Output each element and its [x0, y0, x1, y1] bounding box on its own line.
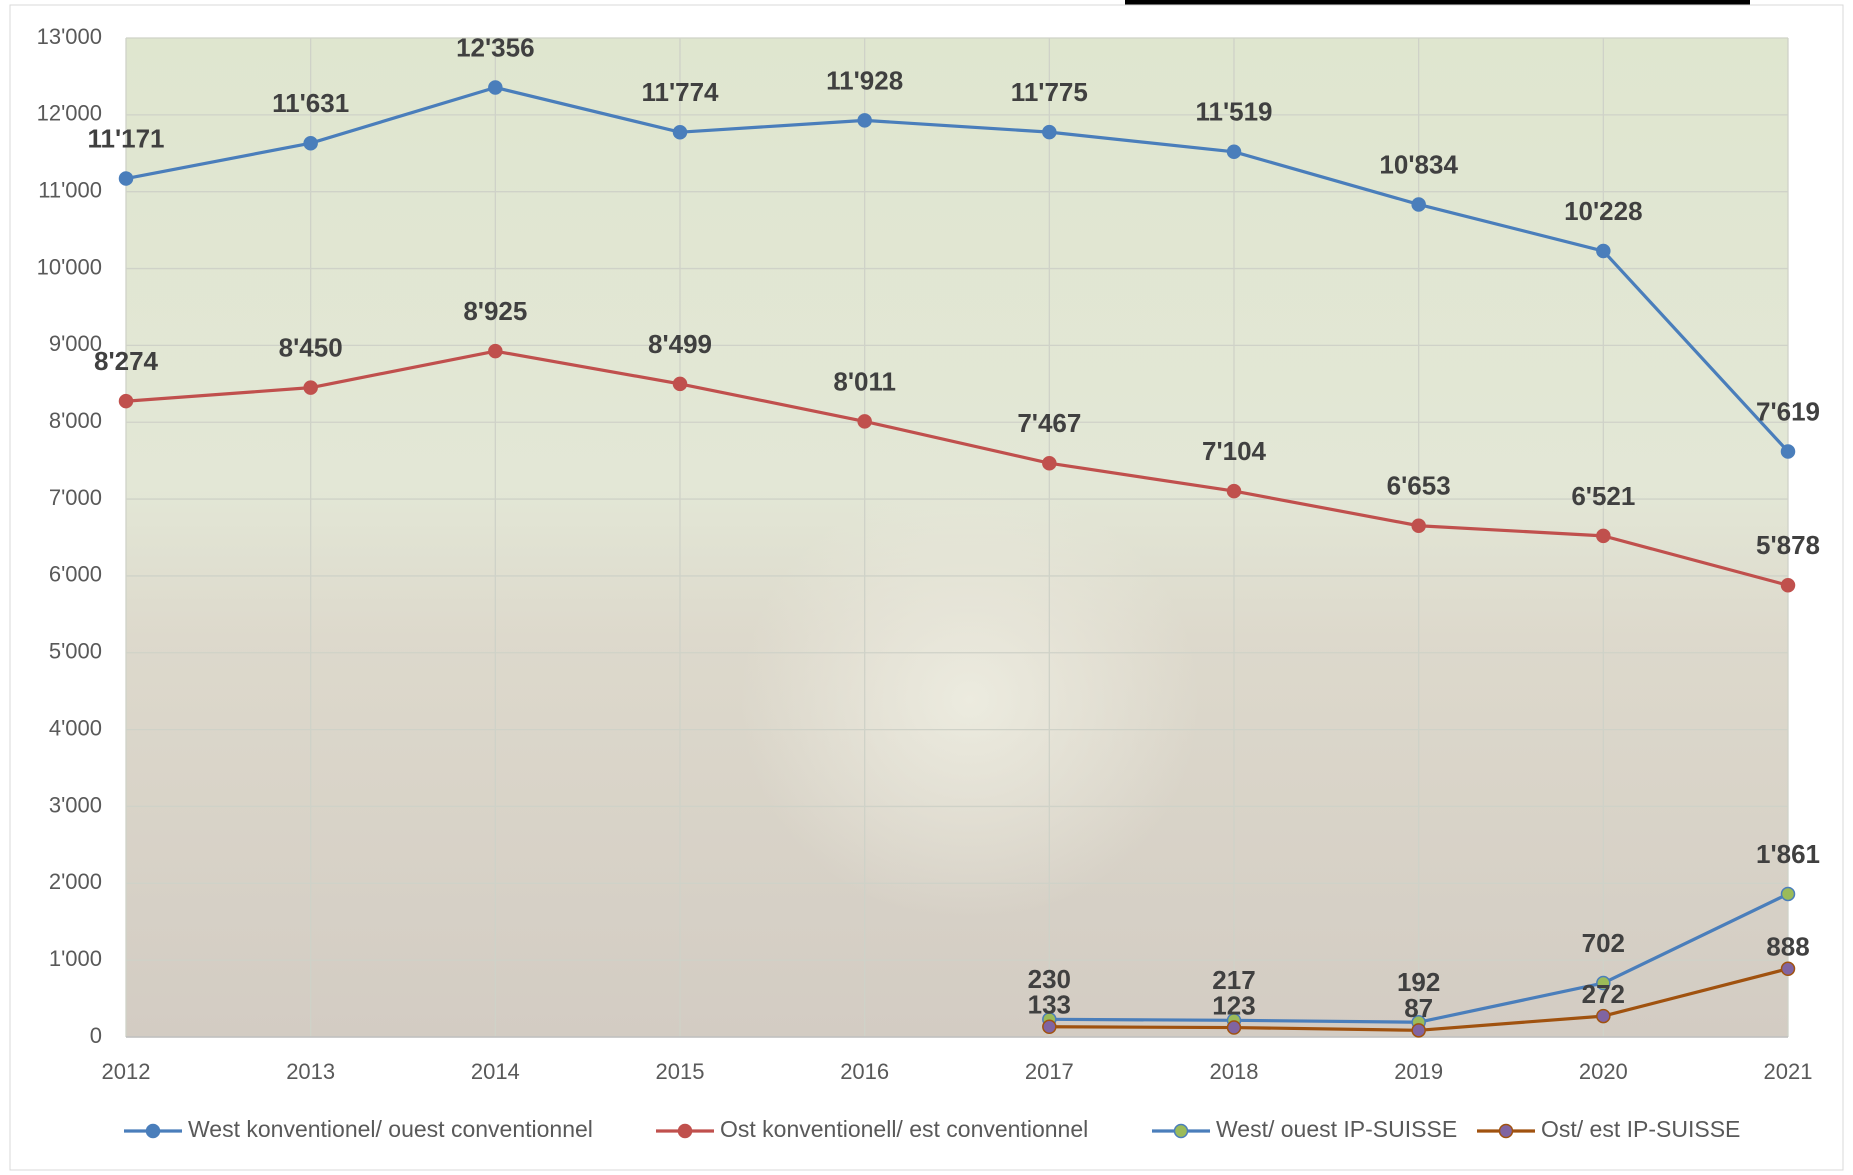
data-label: 8'925: [463, 296, 527, 326]
x-tick-label: 2016: [840, 1059, 889, 1084]
background-shape: [740, 480, 1200, 920]
data-label: 7'104: [1202, 436, 1267, 466]
data-point: [1780, 886, 1796, 902]
data-point: [1042, 1019, 1057, 1035]
y-tick-label: 13'000: [37, 24, 102, 49]
data-point: [1042, 124, 1057, 140]
data-point: [303, 380, 318, 395]
data-label: 11'171: [87, 123, 164, 153]
y-tick-label: 5'000: [49, 639, 102, 664]
y-tick-label: 8'000: [49, 408, 102, 433]
data-label: 11'774: [641, 77, 719, 107]
data-label: 7'619: [1756, 396, 1820, 426]
legend-label: Ost konventionell/ est conventionnel: [720, 1116, 1088, 1142]
data-point: [1596, 975, 1611, 991]
data-point: [1226, 1020, 1242, 1035]
data-label: 7'467: [1017, 408, 1081, 438]
x-tick-label: 2017: [1025, 1059, 1074, 1084]
top-bar: [1125, 0, 1750, 5]
y-tick-label: 3'000: [49, 792, 102, 817]
series-line: [125, 349, 1789, 587]
legend: West konventionel/ ouest conventionnel Os…: [124, 1116, 1740, 1142]
data-label: 11'775: [1011, 77, 1088, 107]
data-label: 888: [1766, 932, 1809, 962]
y-tick-label: 10'000: [37, 254, 102, 279]
x-tick-label: 2020: [1579, 1059, 1628, 1084]
data-point: [672, 376, 688, 392]
data-label: 10'834: [1379, 149, 1458, 179]
data-label: 10'228: [1564, 196, 1642, 226]
legend-marker: [145, 1123, 161, 1139]
legend-label: Ost/ est IP-SUISSE: [1541, 1116, 1740, 1142]
grid: 0 1'000 2'000 3'000 4'000 5'000 6'000 7'000 8'00…: [37, 24, 1813, 1084]
data-label: 133: [1028, 990, 1071, 1020]
data-point: [488, 343, 503, 359]
data-point: [488, 80, 503, 95]
data-point: [1411, 197, 1426, 212]
marks: [118, 80, 1796, 1038]
data-label: 217: [1212, 965, 1255, 995]
data-label: 11'631: [272, 88, 349, 118]
data-point: [857, 414, 872, 429]
data-point: [118, 393, 134, 409]
data-point: [1226, 144, 1242, 160]
data-label: 272: [1582, 979, 1625, 1009]
data-label: 1'861: [1756, 839, 1820, 869]
data-label: 8'450: [279, 333, 343, 363]
data-label: 702: [1582, 928, 1625, 958]
x-tick-label: 2012: [102, 1059, 151, 1084]
data-label: 11'519: [1195, 97, 1272, 127]
y-tick-label: 1'000: [49, 946, 102, 971]
x-tick-label: 2019: [1394, 1059, 1443, 1084]
data-label: 6'521: [1571, 481, 1635, 511]
data-label: 8'499: [648, 329, 712, 359]
x-tick-label: 2013: [286, 1059, 335, 1084]
data-point: [1596, 528, 1611, 544]
x-tick-label: 2015: [656, 1059, 705, 1084]
y-tick-label: 4'000: [49, 715, 102, 740]
y-tick-label: 12'000: [37, 101, 102, 126]
data-label: 8'274: [94, 346, 159, 376]
data-label: 6'653: [1387, 471, 1451, 501]
legend-label: West/ ouest IP-SUISSE: [1216, 1116, 1457, 1142]
data-label: 230: [1028, 964, 1071, 994]
data-label: 5'878: [1756, 530, 1820, 560]
data-point: [1780, 961, 1796, 977]
data-point: [672, 124, 688, 140]
data-point: [1042, 455, 1057, 471]
x-tick-label: 2014: [471, 1059, 520, 1084]
data-label: 192: [1397, 967, 1440, 997]
data-point: [1780, 578, 1796, 593]
y-tick-label: 6'000: [49, 562, 102, 587]
y-tick-label: 2'000: [49, 869, 102, 894]
data-label: 123: [1212, 990, 1255, 1020]
frame: [9, 4, 1844, 1171]
x-tick-label: 2018: [1210, 1059, 1259, 1084]
data-point: [303, 135, 318, 151]
legend-marker: [1173, 1123, 1189, 1139]
legend-label: West konventionel/ ouest conventionnel: [188, 1116, 593, 1142]
y-tick-label: 9'000: [49, 331, 102, 356]
x-tick-label: 2021: [1764, 1059, 1813, 1084]
data-label: 11'928: [826, 65, 903, 95]
series-line: [125, 85, 1790, 453]
data-point: [1226, 483, 1242, 499]
data-point: [118, 171, 134, 186]
data-point: [1780, 444, 1796, 459]
labels: 11'171 11'631 12'356 11'774 11'928 11'775 11'5…: [87, 32, 1820, 1023]
data-label: 87: [1404, 993, 1433, 1023]
data-point: [1596, 243, 1611, 259]
data-point: [1411, 1023, 1426, 1038]
data-point: [1411, 518, 1426, 533]
data-point: [1596, 1008, 1611, 1024]
legend-marker: [1498, 1123, 1514, 1139]
y-tick-label: 11'000: [38, 178, 102, 203]
y-tick-label: 0: [90, 1023, 102, 1048]
legend-marker: [677, 1123, 693, 1139]
data-point: [857, 113, 872, 128]
data-label: 12'356: [456, 32, 534, 62]
data-label: 8'011: [833, 366, 896, 396]
y-tick-label: 7'000: [49, 485, 102, 510]
